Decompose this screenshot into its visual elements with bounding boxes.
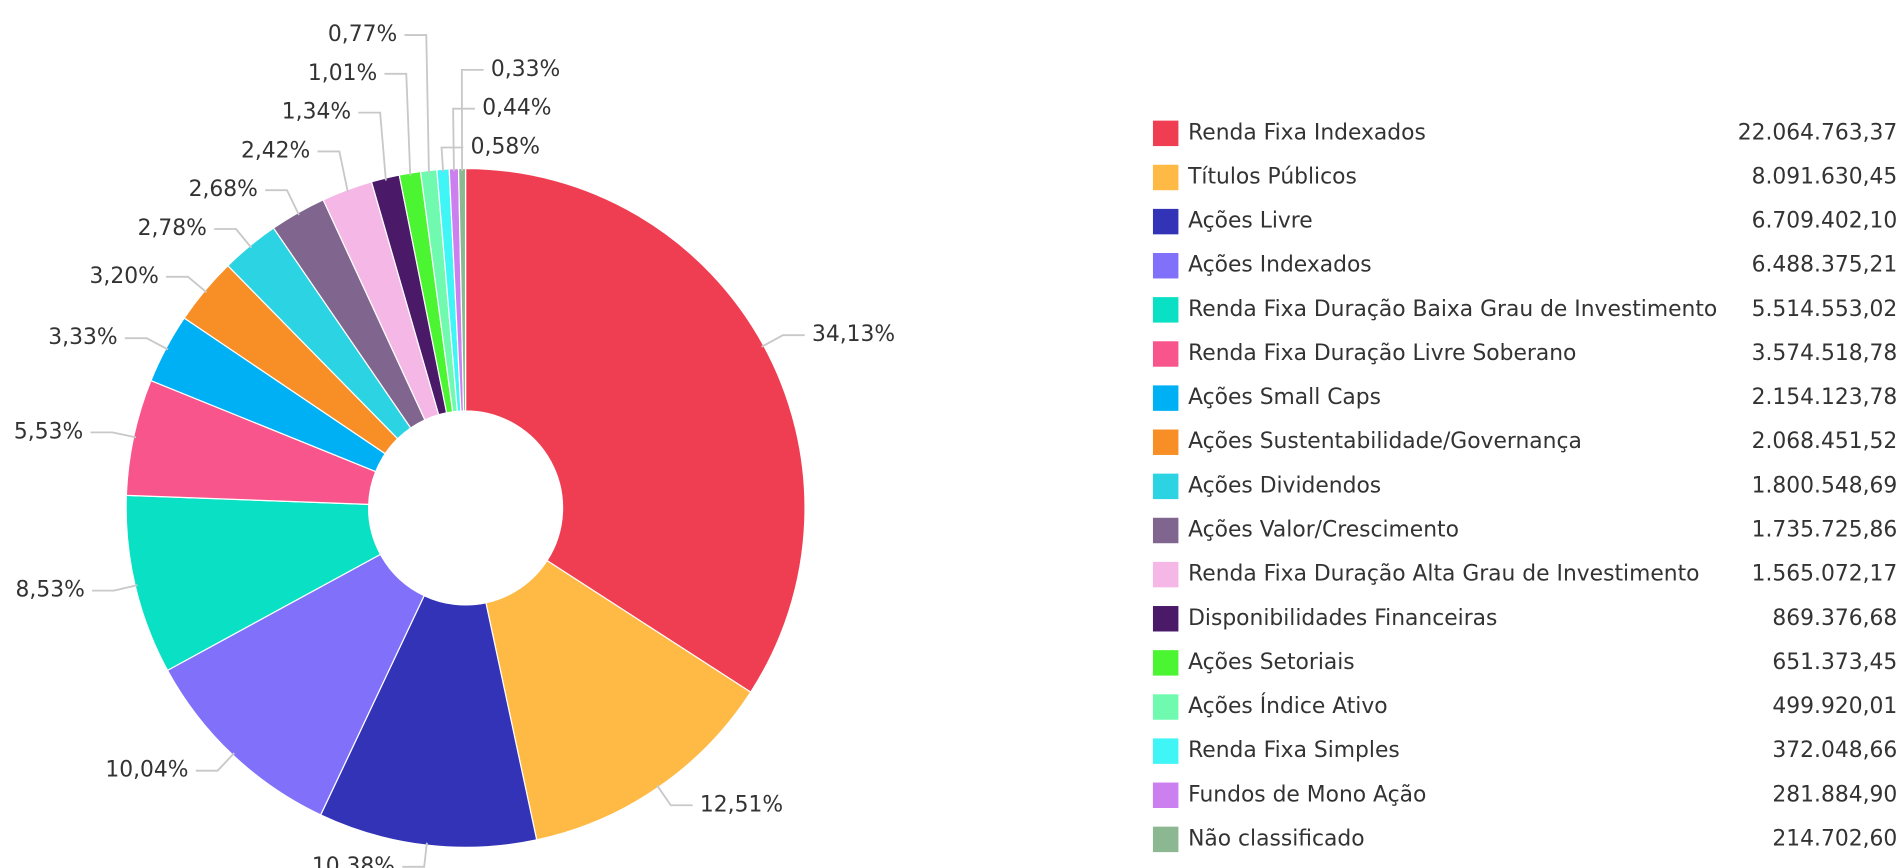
- legend-swatch: [1152, 782, 1179, 808]
- legend-amount: 1.565.072,17: [1752, 562, 1898, 587]
- leader-line: [358, 111, 387, 181]
- legend-label: Ações Índice Ativo: [1188, 693, 1388, 719]
- legend-swatch: [1152, 826, 1179, 853]
- data-label: 3,33%: [48, 325, 117, 350]
- legend-label: Não classificado: [1188, 826, 1364, 851]
- legend-amount: 2.068.451,52: [1752, 429, 1898, 454]
- legend-amount: 1.800.548,69: [1752, 473, 1898, 498]
- leader-line: [195, 752, 235, 772]
- legend-swatch: [1152, 606, 1179, 632]
- leader-line: [214, 228, 253, 249]
- legend-label: Ações Sustentabilidade/Governança: [1188, 429, 1582, 454]
- data-label: 2,42%: [241, 138, 310, 163]
- legend-amount: 22.064.763,37: [1738, 120, 1898, 145]
- legend-amount: 214.702,60: [1772, 826, 1897, 851]
- legend-swatch: [1152, 253, 1179, 279]
- legend-amount: 1.735.725,86: [1752, 517, 1898, 542]
- legend-swatch: [1152, 694, 1179, 720]
- leader-line: [402, 842, 428, 868]
- leader-line: [440, 146, 464, 172]
- data-label: 3,20%: [90, 264, 159, 289]
- data-label: 12,51%: [700, 792, 783, 817]
- legend-label: Renda Fixa Simples: [1188, 738, 1400, 763]
- legend-swatch: [1152, 561, 1179, 588]
- legend-amount: 6.488.375,21: [1752, 253, 1898, 278]
- leader-line: [460, 68, 484, 171]
- leader-line: [166, 275, 208, 294]
- legend-swatch: [1152, 297, 1179, 323]
- legend-swatch: [1152, 517, 1179, 544]
- leader-line: [761, 334, 805, 348]
- legend-label: Renda Fixa Duração Livre Soberano: [1188, 341, 1576, 366]
- leader-line: [384, 72, 412, 176]
- data-label: 5,53%: [14, 419, 83, 444]
- legend-swatch: [1152, 341, 1179, 367]
- data-label: 1,34%: [282, 100, 351, 125]
- legend-swatch: [1152, 650, 1179, 676]
- legend-amount: 8.091.630,45: [1752, 164, 1898, 189]
- legend-label: Títulos Públicos: [1187, 164, 1357, 189]
- data-label: 0,58%: [471, 134, 540, 159]
- legend-label: Ações Setoriais: [1188, 650, 1355, 675]
- legend-label: Disponibilidades Financeiras: [1188, 606, 1497, 631]
- legend-amount: 3.574.518,78: [1752, 341, 1898, 366]
- legend-amount: 6.709.402,10: [1752, 209, 1898, 234]
- legend-amount: 499.920,01: [1772, 694, 1897, 719]
- legend-label: Ações Small Caps: [1188, 385, 1381, 410]
- legend-amount: 5.514.553,02: [1752, 297, 1898, 322]
- legend-amount: 372.048,66: [1772, 738, 1897, 763]
- data-label: 2,78%: [138, 216, 207, 241]
- legend-amount: 2.154.123,78: [1752, 385, 1898, 410]
- legend-swatch: [1152, 120, 1179, 147]
- leader-line: [90, 431, 137, 439]
- legend-label: Ações Valor/Crescimento: [1188, 517, 1459, 542]
- legend-amount: 869.376,68: [1772, 606, 1897, 631]
- legend-label: Renda Fixa Indexados: [1188, 120, 1426, 145]
- leader-line: [265, 189, 300, 216]
- legend-label: Fundos de Mono Ação: [1188, 782, 1426, 807]
- legend-swatch: [1152, 473, 1179, 500]
- legend-label: Ações Indexados: [1188, 253, 1372, 278]
- data-label: 0,33%: [491, 57, 560, 82]
- data-label: 0,44%: [482, 96, 551, 121]
- leader-line: [656, 784, 693, 807]
- data-label: 2,68%: [189, 177, 258, 202]
- data-label: 34,13%: [812, 322, 895, 347]
- data-label: 0,77%: [328, 22, 397, 47]
- legend-label: Renda Fixa Duração Baixa Grau de Investi…: [1188, 297, 1717, 322]
- legend-swatch: [1152, 385, 1179, 411]
- legend-swatch: [1152, 208, 1179, 235]
- legend-swatch: [1152, 738, 1179, 764]
- data-label: 1,01%: [308, 61, 377, 86]
- leader-line: [124, 337, 169, 351]
- slice: [125, 494, 382, 672]
- legend-swatch: [1152, 429, 1179, 455]
- slice: [166, 553, 425, 816]
- data-label: 10,04%: [105, 758, 188, 783]
- donut-hole: [369, 412, 562, 604]
- leader-line: [452, 107, 475, 172]
- slice: [319, 594, 538, 848]
- leader-line: [404, 34, 430, 173]
- data-label: 10,38%: [312, 854, 395, 868]
- legend-amount: 651.373,45: [1772, 650, 1897, 675]
- slice: [485, 559, 752, 841]
- data-label: 8,53%: [16, 578, 85, 603]
- legend-amount: 281.884,90: [1772, 782, 1897, 807]
- legend-label: Renda Fixa Duração Alta Grau de Investim…: [1188, 562, 1699, 587]
- legend-label: Ações Dividendos: [1188, 473, 1381, 498]
- leader-line: [317, 150, 349, 193]
- slice: [464, 167, 806, 694]
- slice: [457, 167, 467, 412]
- legend-label: Ações Livre: [1188, 209, 1313, 234]
- leader-line: [92, 584, 138, 592]
- legend-swatch: [1152, 164, 1179, 191]
